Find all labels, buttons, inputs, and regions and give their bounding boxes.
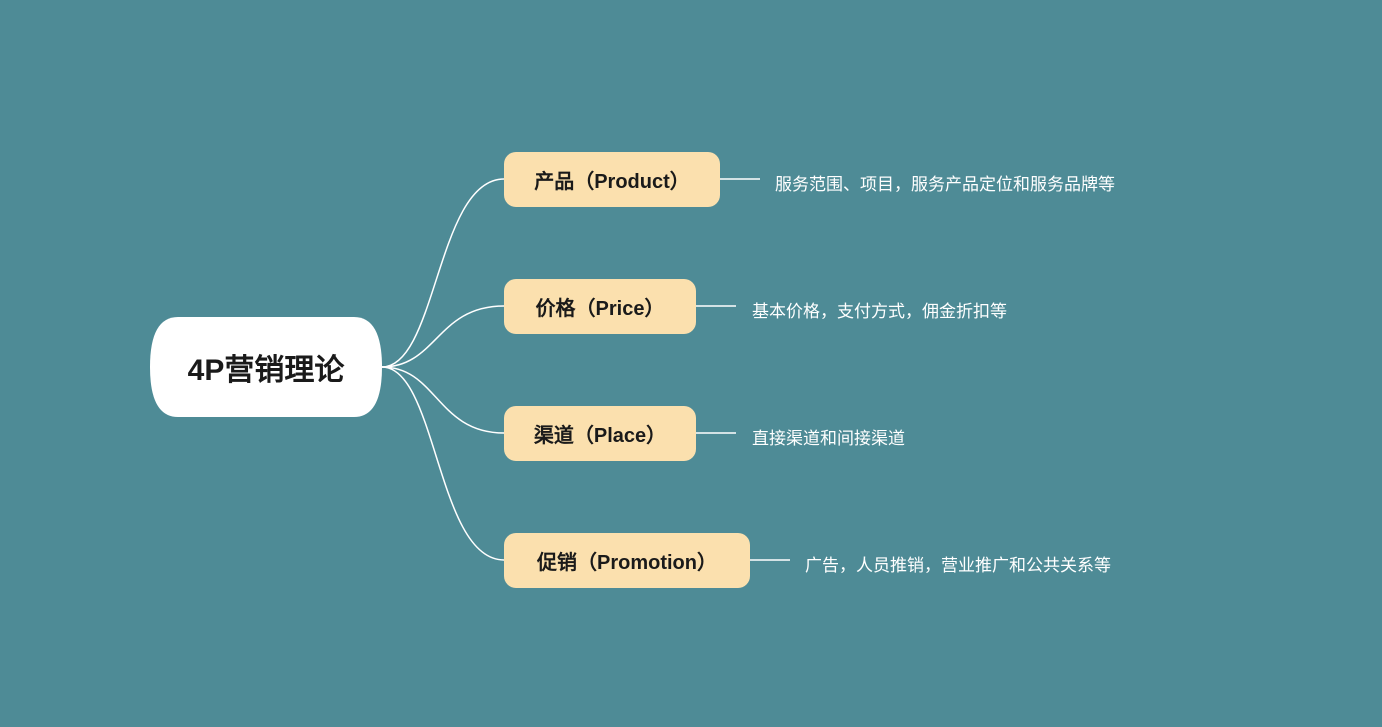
branch-label: 产品（Product）: [534, 165, 690, 194]
mindmap-canvas: 4P营销理论 产品（Product） 服务范围、项目，服务产品定位和服务品牌等价格…: [0, 0, 1382, 727]
detail-text-product: 服务范围、项目，服务产品定位和服务品牌等: [775, 170, 1115, 195]
branch-node-promotion[interactable]: 促销（Promotion）: [504, 533, 750, 588]
branch-node-product[interactable]: 产品（Product）: [504, 152, 720, 207]
connector-line: [382, 306, 504, 367]
root-label: 4P营销理论: [188, 345, 345, 389]
branch-label: 渠道（Place）: [534, 419, 666, 448]
connector-line: [382, 367, 504, 433]
branch-label: 价格（Price）: [536, 292, 665, 321]
detail-text-promotion: 广告，人员推销，营业推广和公共关系等: [805, 551, 1111, 576]
detail-text-place: 直接渠道和间接渠道: [752, 424, 905, 449]
connector-line: [382, 179, 504, 367]
connector-line: [382, 367, 504, 560]
branch-node-price[interactable]: 价格（Price）: [504, 279, 696, 334]
branch-node-place[interactable]: 渠道（Place）: [504, 406, 696, 461]
detail-text-price: 基本价格，支付方式，佣金折扣等: [752, 297, 1007, 322]
root-node[interactable]: 4P营销理论: [150, 317, 382, 417]
branch-label: 促销（Promotion）: [537, 546, 717, 575]
